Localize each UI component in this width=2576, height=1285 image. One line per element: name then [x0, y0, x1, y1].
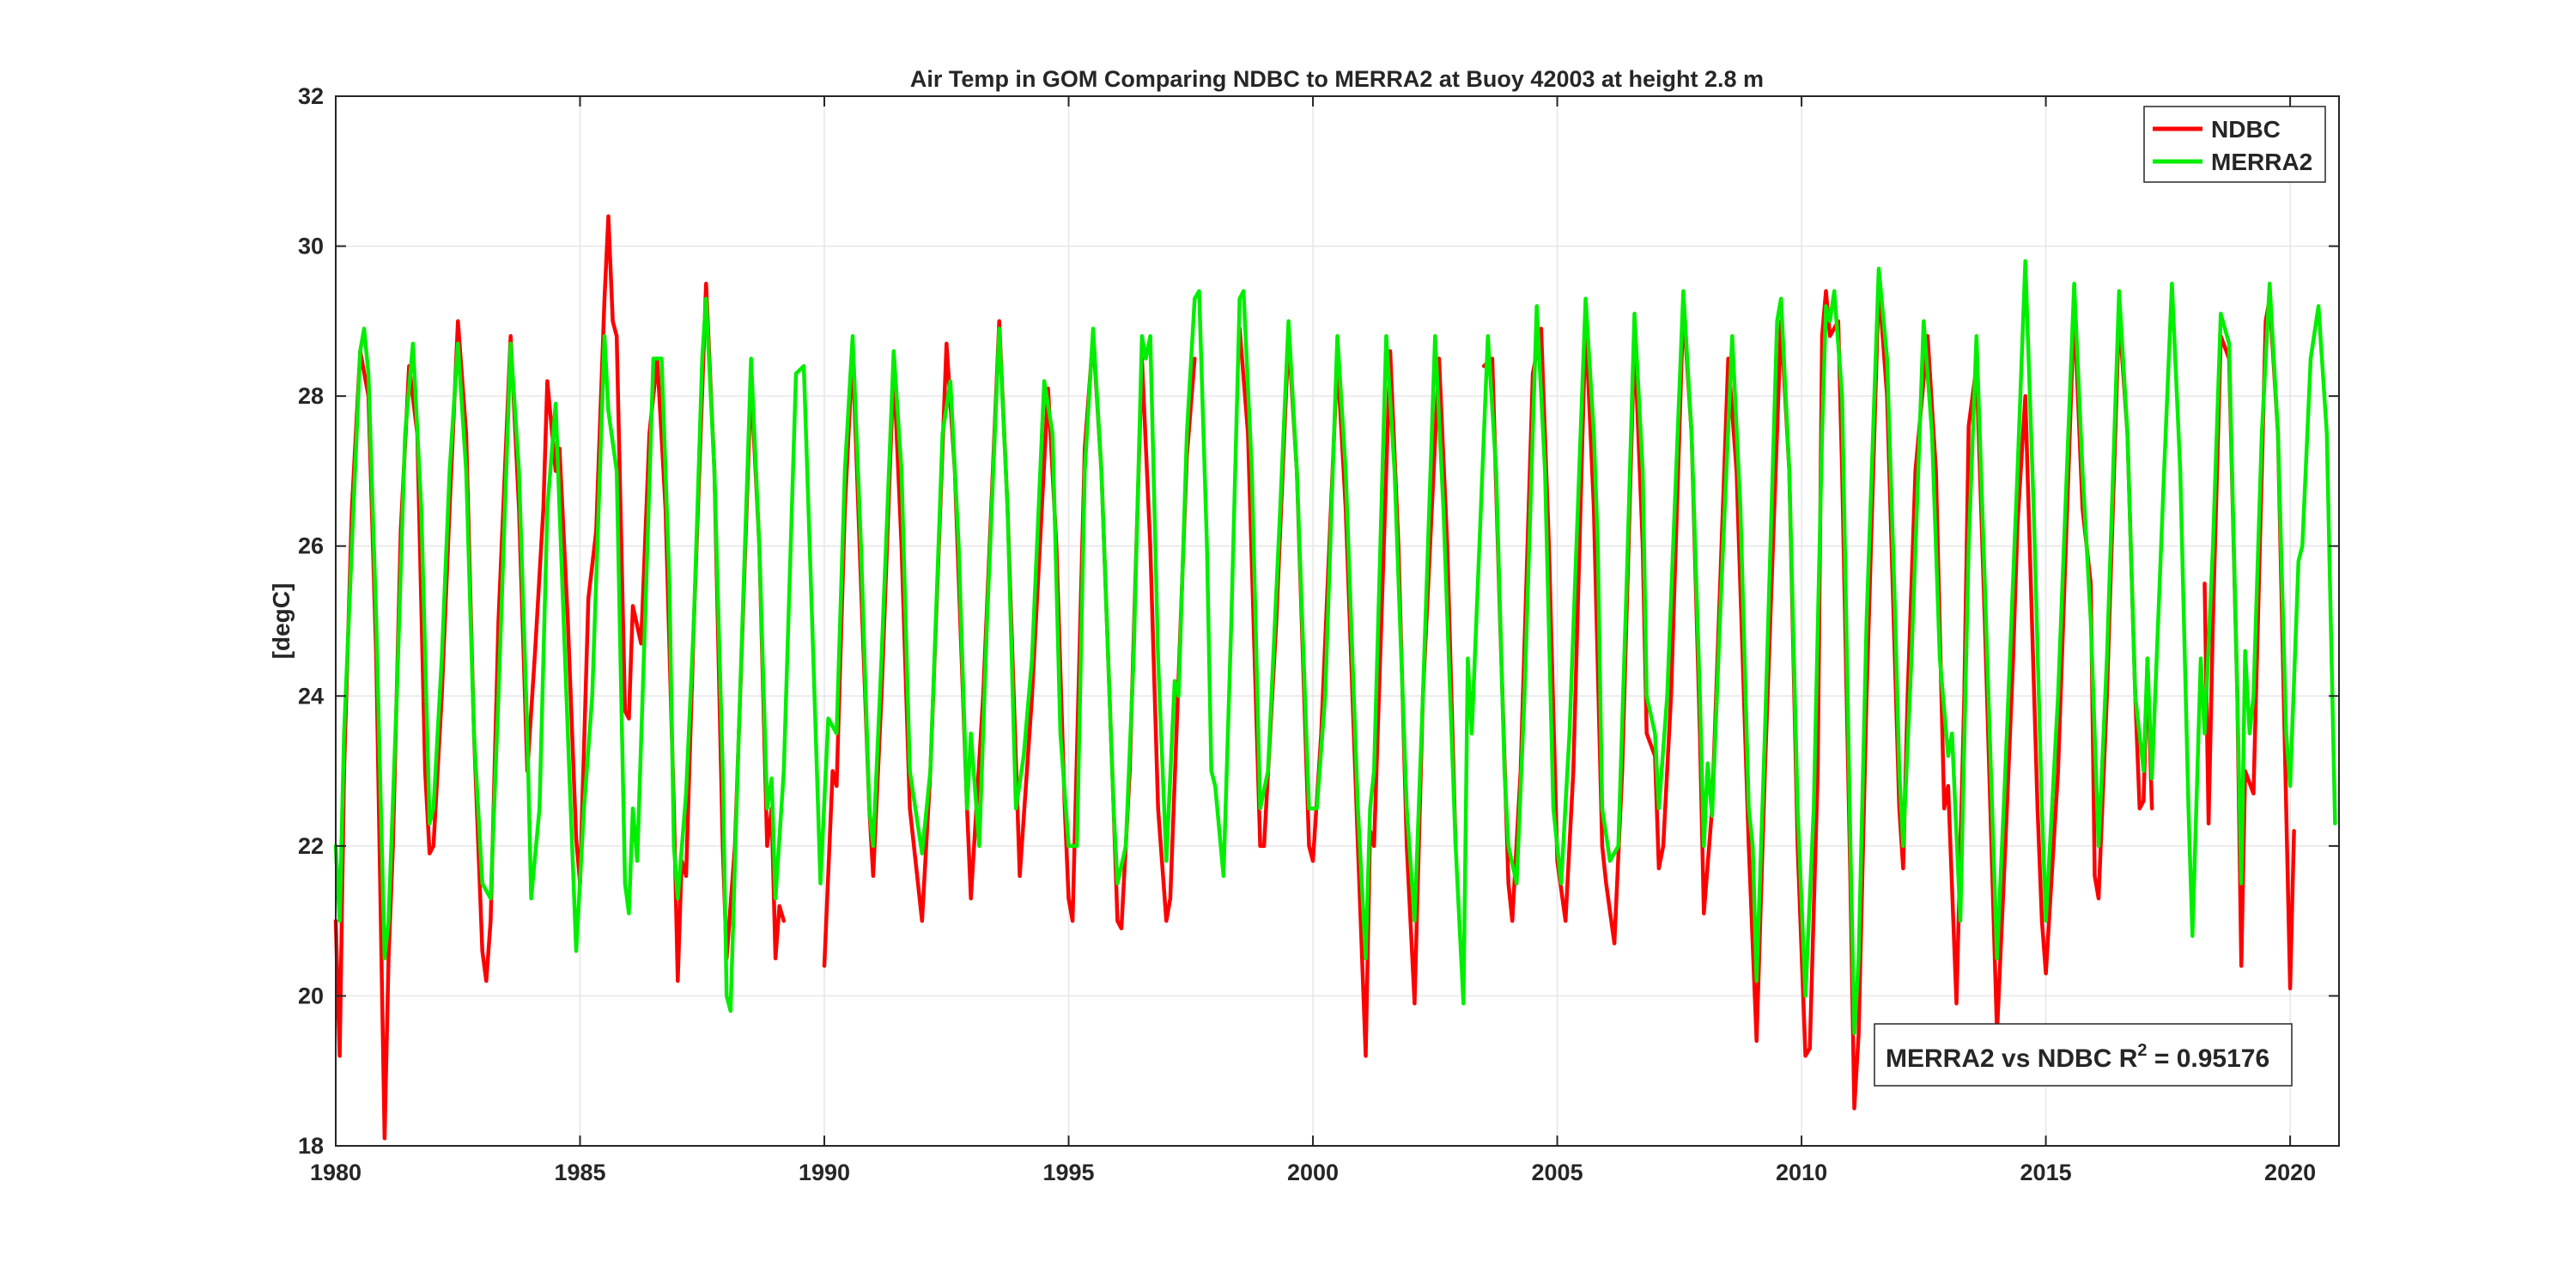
y-tick-label: 30: [298, 234, 324, 259]
chart-title: Air Temp in GOM Comparing NDBC to MERRA2…: [910, 66, 1764, 92]
y-axis-label: [degC]: [268, 583, 295, 660]
y-tick-label: 24: [298, 683, 324, 709]
x-tick-label: 2020: [2264, 1160, 2316, 1185]
annotation-suffix: = 0.95176: [2148, 1044, 2270, 1073]
legend-label-merra2: MERRA2: [2211, 149, 2312, 175]
x-tick-label: 1980: [310, 1160, 361, 1185]
axes-frame: [335, 95, 2340, 1147]
y-tick-label: 28: [298, 383, 324, 409]
series-line-merra2: [333, 259, 2337, 1036]
x-tick-label: 1985: [554, 1160, 605, 1185]
ticks: 1980 1985 1990 1995 2000 2005 2010 2015 2020 18 20…: [298, 83, 2339, 1185]
legend: NDBC MERRA2: [2143, 106, 2326, 183]
x-tick-label: 1990: [799, 1160, 850, 1185]
annotation-text: MERRA2 vs NDBC R2 = 0.95176: [1886, 1041, 2269, 1073]
x-tick-label: 1995: [1042, 1160, 1094, 1185]
x-tick-label: 2005: [1532, 1160, 1583, 1185]
y-tick-label: 22: [298, 833, 324, 859]
legend-label-ndbc: NDBC: [2211, 116, 2281, 143]
x-tick-label: 2015: [2020, 1160, 2072, 1185]
x-tick-label: 2010: [1776, 1160, 1827, 1185]
y-tick-label: 20: [298, 983, 324, 1008]
annotation-box: [1874, 1023, 2293, 1087]
y-tick-label: 18: [298, 1133, 324, 1159]
y-tick-label: 32: [298, 83, 324, 109]
r-squared-annotation: MERRA2 vs NDBC R2 = 0.95176: [1874, 1023, 2293, 1087]
series-layer: [333, 214, 2337, 1141]
annotation-superscript: 2: [2137, 1041, 2147, 1060]
x-tick-label: 2000: [1287, 1160, 1339, 1185]
y-tick-label: 26: [298, 533, 324, 559]
annotation-prefix: MERRA2 vs NDBC R: [1886, 1044, 2138, 1073]
legend-box: [2143, 106, 2326, 183]
